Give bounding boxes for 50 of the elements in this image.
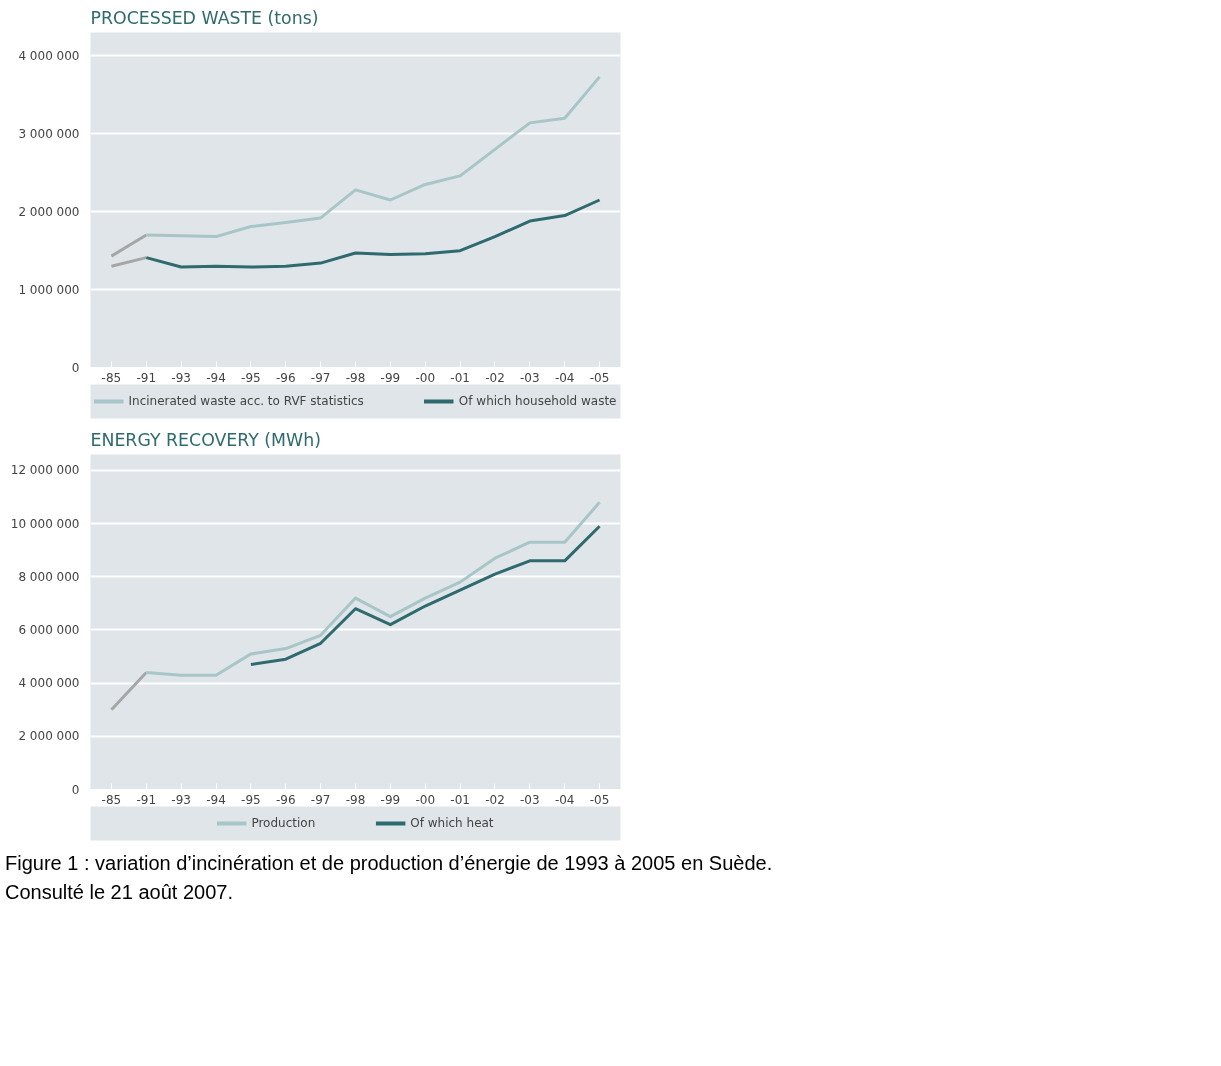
x-tick-label: -99 [380,792,401,807]
x-tick-label: -91 [136,792,157,807]
x-tick-label: -93 [171,370,191,385]
y-tick-label: 0 [71,782,80,797]
y-tick-label: 0 [71,360,80,375]
x-tick-label: -98 [345,370,366,385]
x-tick-label: -05 [589,370,610,385]
legend-label: Of which household waste [458,394,617,408]
x-tick-label: -91 [136,370,157,385]
x-tick-label: -97 [310,370,331,385]
y-tick-label: 4 000 000 [18,48,80,63]
x-tick-label: -97 [310,792,331,807]
x-tick-label: -04 [554,370,575,385]
y-tick-label: 2 000 000 [18,729,80,744]
y-tick-label: 4 000 000 [18,676,80,691]
x-tick-label: -02 [485,370,505,385]
legend-label: Production [251,816,316,830]
y-tick-label: 3 000 000 [18,126,80,141]
x-tick-label: -02 [485,792,505,807]
x-tick-label: -94 [206,370,226,385]
text: Consulté le 21 août 2007. [5,880,233,903]
x-tick-label: -94 [206,792,226,807]
x-tick-label: -85 [101,370,122,385]
y-tick-label: 12 000 000 [10,463,80,478]
legend-label: Incinerated waste acc. to RVF statistics [128,394,364,408]
x-tick-label: -01 [450,370,470,385]
caption: Figure 1 : variation d’incinération et de production d’énergie de 1993 à 2005 en Suède. [5,852,773,874]
x-tick-label: -05 [589,792,610,807]
x-tick-label: -03 [520,792,540,807]
x-tick-label: -04 [554,792,575,807]
x-tick-label: -85 [101,792,122,807]
x-tick-label: -95 [241,792,261,807]
x-tick-label: -96 [275,792,296,807]
y-tick-label: 10 000 000 [10,516,80,531]
x-tick-label: -03 [520,370,540,385]
x-tick-label: -95 [241,370,261,385]
x-tick-label: -00 [415,370,436,385]
x-tick-label: -99 [380,370,401,385]
x-tick-label: -96 [275,370,296,385]
x-tick-label: -00 [415,792,436,807]
legend-label: Of which heat [410,816,494,830]
chart-title: ENERGY RECOVERY (MWh) [90,429,321,450]
y-tick-label: 6 000 000 [18,622,80,637]
x-tick-label: -98 [345,792,366,807]
x-tick-label: -01 [450,792,470,807]
chart-title: PROCESSED WASTE (tons) [90,7,319,28]
x-tick-label: -93 [171,792,191,807]
y-tick-label: 2 000 000 [18,204,80,219]
y-tick-label: 8 000 000 [18,569,80,584]
y-tick-label: 1 000 000 [18,282,80,297]
